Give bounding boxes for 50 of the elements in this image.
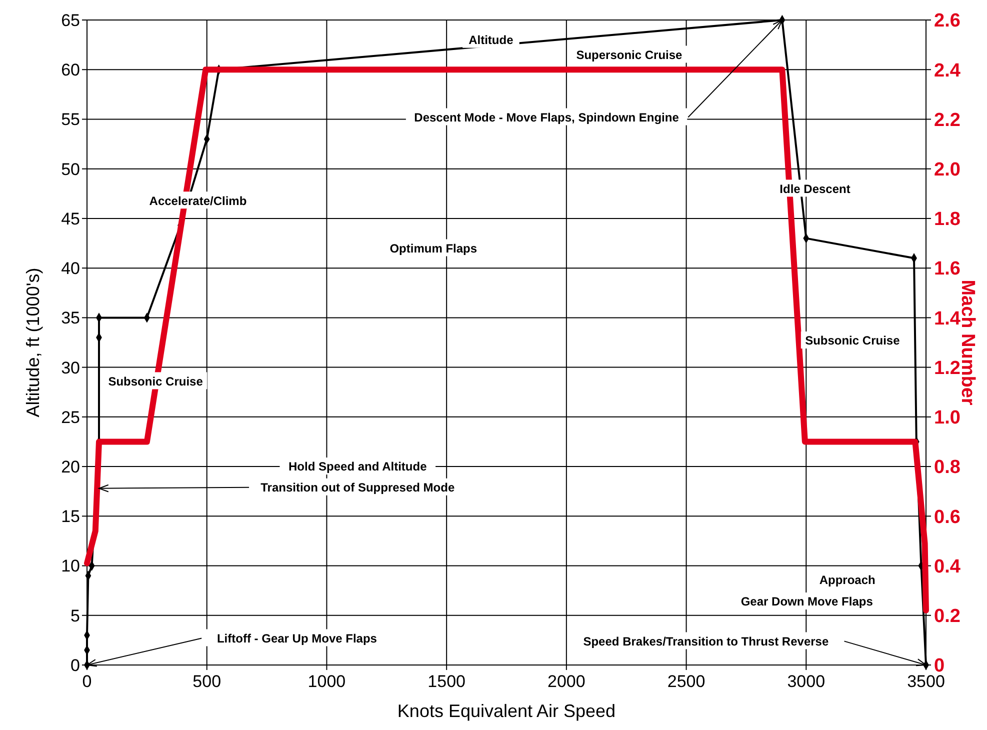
y2-tick-label: 0.4 (934, 556, 961, 578)
y2-tick-label: 1.4 (934, 308, 961, 330)
y-tick-label: 60 (61, 60, 80, 80)
y-tick-label: 10 (61, 556, 80, 576)
y2-tick-label: 0.2 (934, 606, 960, 628)
y-tick-label: 5 (70, 606, 80, 626)
x-tick-label: 500 (192, 672, 222, 691)
y-tick-label: 20 (61, 457, 80, 476)
x-tick-label: 1500 (428, 672, 466, 691)
y-tick-label: 15 (61, 507, 80, 526)
x-axis-title: Knots Equivalent Air Speed (397, 701, 616, 721)
x-tick-label: 2000 (548, 672, 586, 691)
annotation: Liftoff - Gear Up Move Flaps (216, 631, 378, 646)
y-tick-label: 30 (61, 358, 80, 378)
annotation: Subsonic Cruise (108, 374, 204, 388)
annotation: Speed Brakes/Transition to Thrust Reverse (583, 634, 829, 648)
annotation: Gear Down Move Flaps (740, 594, 874, 609)
y-tick-label: 40 (61, 259, 80, 278)
y-tick-label: 25 (61, 408, 80, 427)
annotation: Altitude (468, 33, 514, 48)
annotation: Transition out of Suppresed Mode (260, 480, 455, 495)
annotation: Approach (819, 572, 876, 587)
y2-tick-label: 1.8 (934, 209, 960, 230)
annotation: Descent Mode - Move Flaps, Spindown Engine (414, 110, 680, 124)
y-tick-label: 50 (61, 160, 80, 179)
y-tick-label: 35 (61, 308, 80, 328)
annotation: Supersonic Cruise (576, 48, 683, 62)
y2-tick-label: 1.0 (934, 408, 960, 429)
y2-tick-label: 0.6 (934, 506, 960, 528)
x-tick-label: 1000 (308, 672, 346, 691)
y-tick-label: 45 (61, 209, 80, 228)
annotation: Subsonic Cruise (805, 334, 900, 348)
y-tick-label: 55 (61, 110, 80, 130)
x-tick-label: 2500 (667, 672, 706, 691)
y2-tick-label: 2.2 (934, 110, 960, 131)
y2-tick-label: 0.8 (934, 457, 960, 478)
annotation: Accelerate/Climb (149, 194, 247, 208)
y-axis-title: Altitude, ft (1000's) (23, 268, 43, 418)
x-tick-label: 3000 (787, 672, 826, 691)
annotation: Optimum Flaps (390, 241, 478, 256)
annotation: Hold Speed and Altitude (288, 460, 428, 474)
y-tick-label: 0 (70, 656, 80, 675)
y2-tick-label: 2.0 (934, 159, 960, 180)
x-tick-label: 3500 (907, 672, 945, 691)
y-tick-label: 65 (61, 10, 80, 30)
y2-tick-label: 2.6 (934, 10, 960, 32)
x-tick-label: 0 (82, 672, 92, 691)
y2-tick-label: 1.6 (934, 258, 960, 280)
annotation: Idle Descent (780, 182, 850, 196)
y2-tick-label: 2.4 (934, 60, 961, 82)
